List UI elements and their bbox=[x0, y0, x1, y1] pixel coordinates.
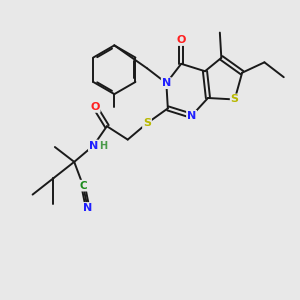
Text: N: N bbox=[162, 78, 171, 88]
Text: C: C bbox=[79, 181, 87, 191]
Text: H: H bbox=[99, 140, 107, 151]
Text: O: O bbox=[90, 102, 100, 112]
Text: N: N bbox=[187, 111, 196, 121]
Text: N: N bbox=[83, 203, 92, 213]
Text: O: O bbox=[176, 35, 186, 45]
Text: S: S bbox=[143, 118, 151, 128]
Text: S: S bbox=[231, 94, 239, 104]
Text: N: N bbox=[89, 140, 98, 151]
